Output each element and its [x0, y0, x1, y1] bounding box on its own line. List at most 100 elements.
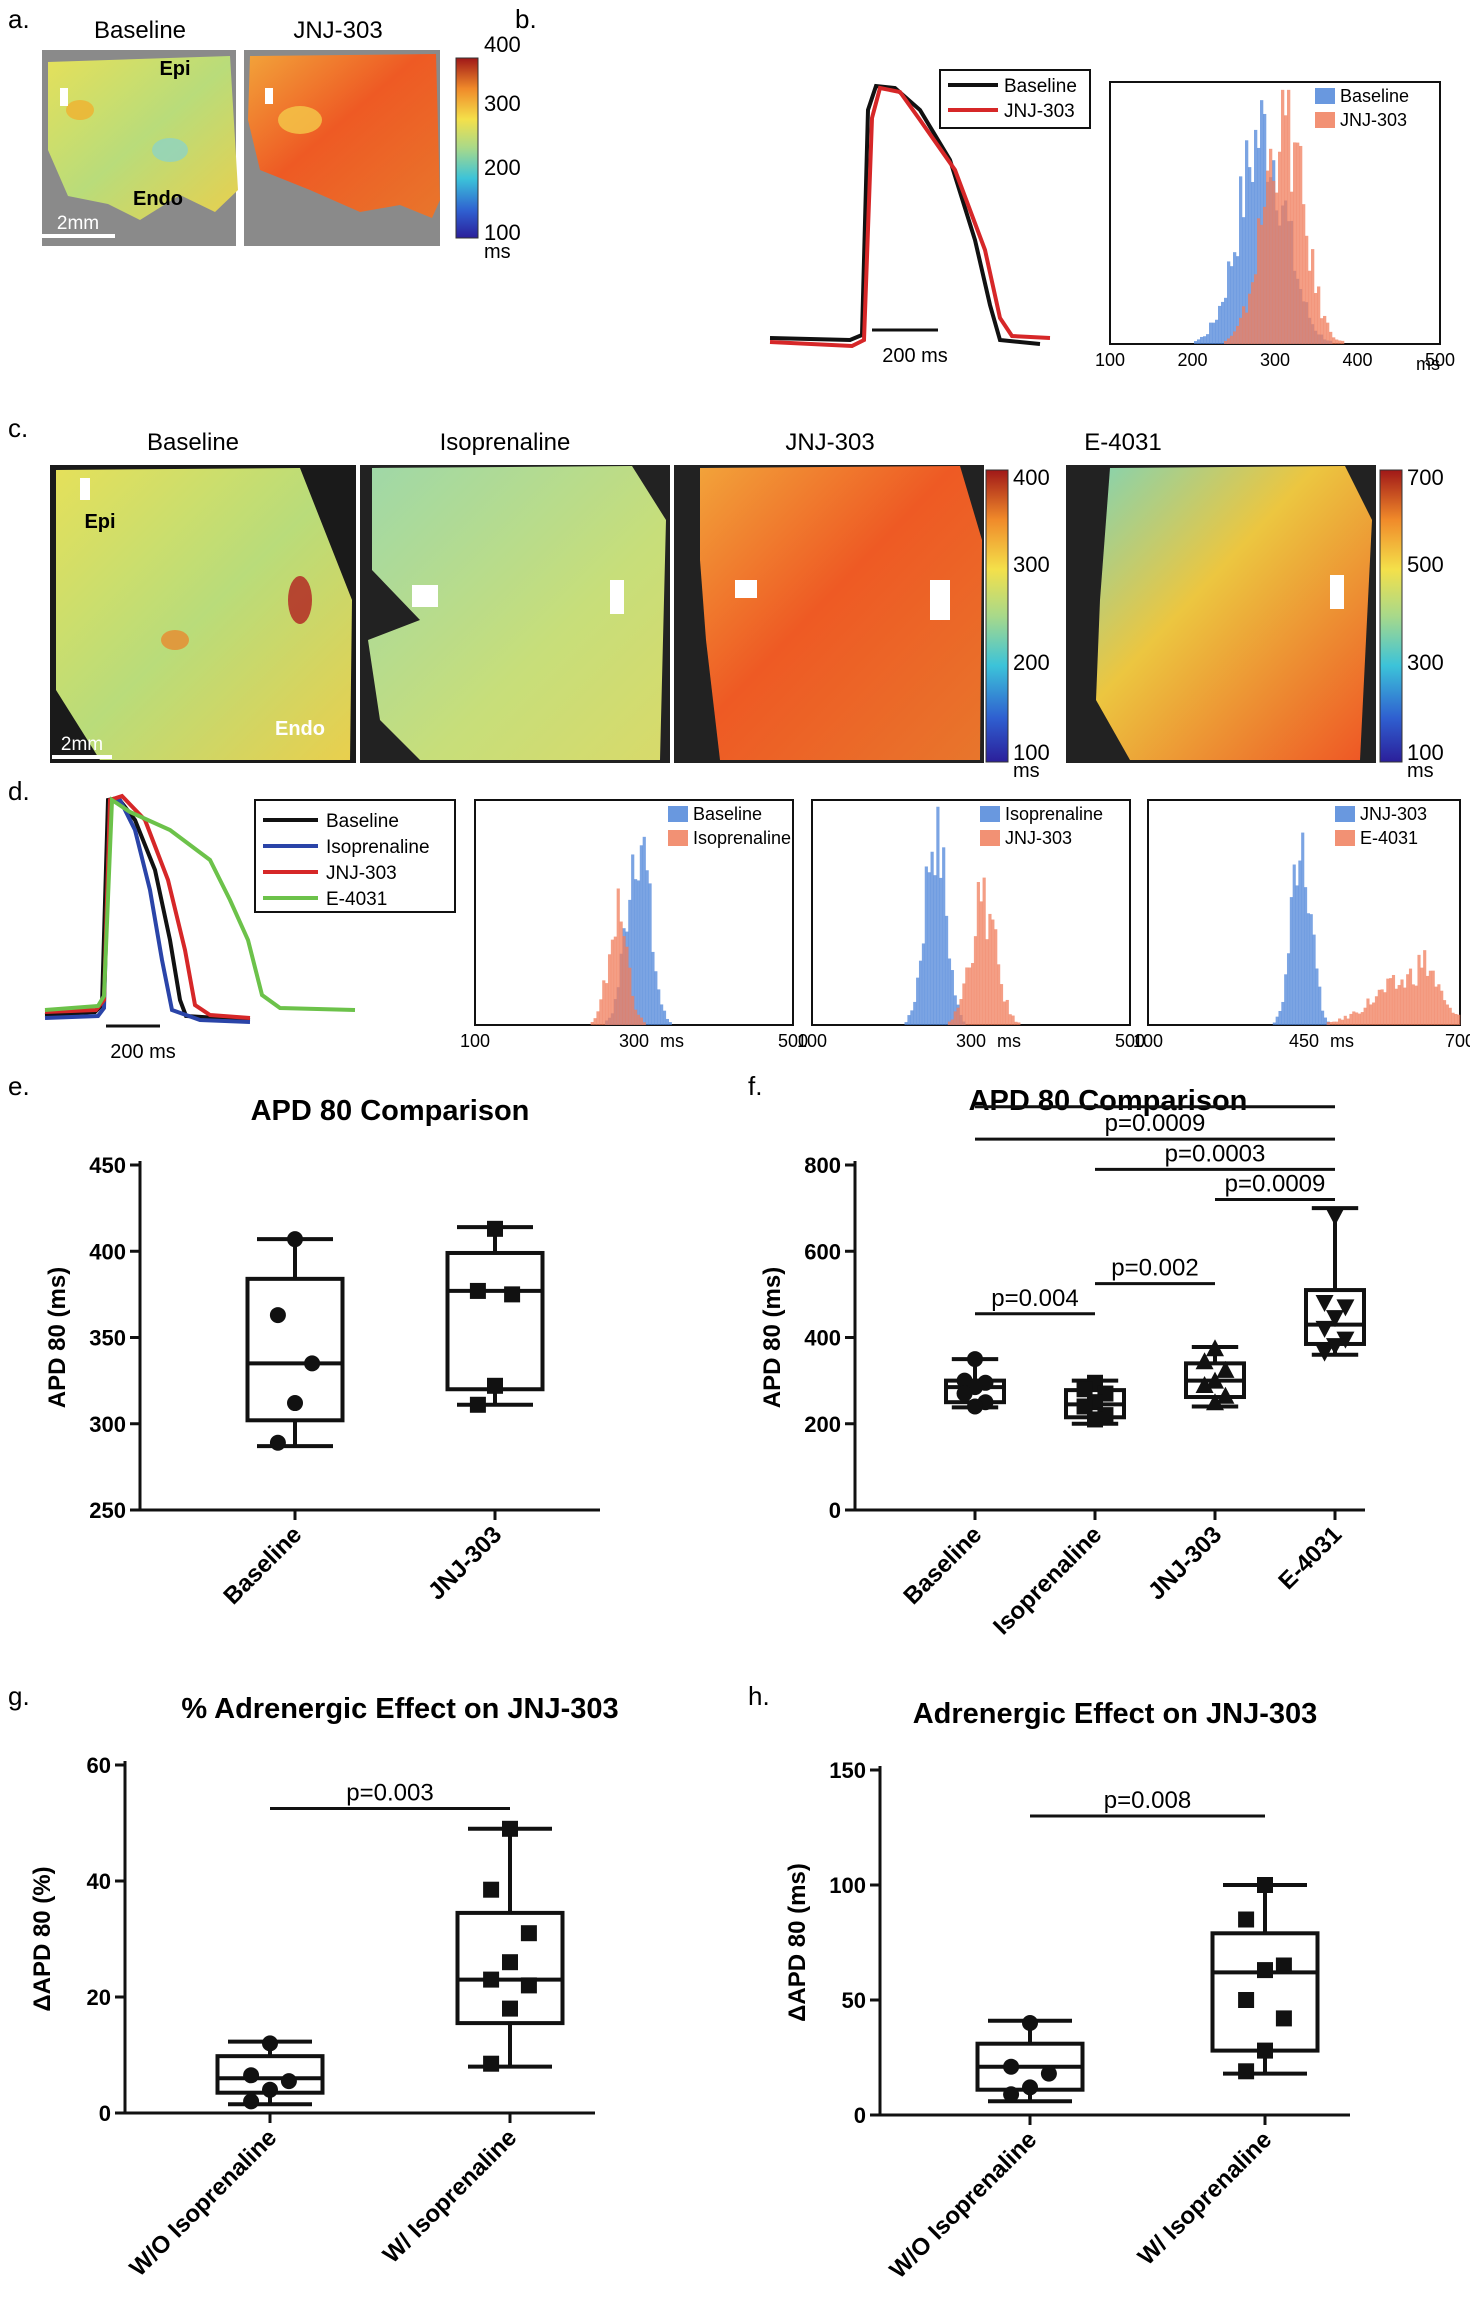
x-tick-label: E-4031	[1273, 1521, 1347, 1595]
x-tick-label: W/ Isoprenaline	[378, 2124, 523, 2269]
hist-bar	[1309, 914, 1313, 1025]
hist-bar	[1428, 970, 1432, 1025]
hist-bar	[1295, 885, 1299, 1025]
data-point	[304, 1355, 321, 1372]
hist-bar	[918, 960, 923, 1025]
hist-bar	[1289, 897, 1293, 1025]
hist-bar	[950, 970, 954, 1025]
y-tick-label: 20	[87, 1985, 111, 2010]
legend-entry: E-4031	[1360, 828, 1418, 848]
colorbar-tick: 400	[1013, 465, 1050, 490]
data-point	[243, 2067, 260, 2084]
hist-bar	[1227, 338, 1231, 344]
data-point	[1238, 1992, 1255, 2008]
legend-entry: JNJ-303	[1360, 804, 1427, 824]
hist-bar	[1197, 339, 1201, 344]
hist-bar	[1335, 1021, 1339, 1025]
hist-bar	[1360, 1012, 1364, 1025]
legend-entry: Baseline	[1004, 76, 1077, 97]
hist-bar	[657, 989, 661, 1025]
hist-bar	[1230, 266, 1234, 344]
hist-bar	[988, 913, 992, 1025]
panel-d-scale-label: 200 ms	[110, 1041, 176, 1063]
hist-bar	[947, 958, 952, 1025]
hist-bar	[1406, 974, 1410, 1025]
hist-bar	[1377, 989, 1381, 1025]
data-point	[1195, 1352, 1214, 1370]
hist-bar	[628, 899, 632, 1025]
y-tick-label: 200	[804, 1412, 841, 1437]
hist-bar	[1227, 261, 1231, 344]
panel-c-colorbar-2: 700 500 300 100 ms	[1379, 465, 1444, 782]
hist-bar	[1275, 192, 1279, 344]
hist-bar	[610, 939, 615, 1025]
hist-bar	[631, 995, 635, 1025]
hist-bar	[1437, 984, 1441, 1025]
hist-bar	[939, 877, 943, 1025]
hist-bar	[1302, 204, 1306, 344]
hist-bar	[1326, 322, 1330, 344]
hist-bar	[1233, 331, 1237, 344]
hist-bar	[1290, 191, 1294, 344]
data-point	[1326, 1208, 1344, 1226]
hist-bar	[1248, 293, 1252, 344]
hist-bar	[921, 943, 926, 1025]
hist-bar	[1442, 1000, 1447, 1025]
hist-bar	[965, 967, 969, 1025]
panel-a-scale-label: 2mm	[57, 213, 99, 234]
y-tick-label: 400	[89, 1239, 126, 1264]
hist-bar	[1278, 151, 1282, 344]
panel-c-scale-label: 2mm	[61, 734, 103, 755]
hist-bar	[1284, 974, 1288, 1025]
hist-bar	[971, 963, 975, 1025]
data-point	[1238, 1911, 1255, 1928]
hist-bar	[1287, 89, 1291, 344]
data-point	[1238, 2063, 1255, 2080]
box	[445, 1250, 545, 1392]
data-point	[1275, 1957, 1292, 1974]
colorbar-tick: 200	[484, 155, 521, 180]
x-tick-label: W/O Isoprenaline	[125, 2124, 283, 2282]
data-point	[504, 1286, 521, 1303]
data-point	[1315, 1320, 1334, 1338]
hist-bar	[1281, 1001, 1285, 1025]
hist-bar	[1233, 252, 1237, 344]
hist-bar	[1338, 1018, 1342, 1025]
hist-bar	[1301, 832, 1305, 1025]
hist-bar	[622, 936, 626, 1025]
y-tick-label: 0	[854, 2103, 866, 2128]
hist-bar	[1005, 999, 1009, 1025]
y-tick-label: 40	[87, 1869, 111, 1894]
hist-bar	[953, 1011, 957, 1025]
hist-bar	[1239, 317, 1243, 344]
legend-entry: Isoprenaline	[693, 828, 791, 848]
hist-bar	[1278, 1010, 1282, 1025]
hist-bar	[1254, 129, 1258, 344]
hist-bar	[1425, 975, 1430, 1025]
y-tick-label: 250	[89, 1498, 126, 1523]
legend-swatch	[980, 806, 1000, 822]
data-point	[287, 1395, 303, 1412]
panel-d-histogram-3: JNJ-303 E-4031 100 450 700 ms	[1133, 799, 1470, 1051]
hist-bar	[1400, 979, 1404, 1025]
hist-bar	[1305, 235, 1309, 344]
colorbar-tick: 100	[1013, 740, 1050, 765]
hist-bar	[625, 946, 629, 1025]
hist-bar	[1355, 1012, 1359, 1025]
panel-a-title-jnj: JNJ-303	[293, 17, 382, 44]
hist-bar	[1212, 322, 1216, 344]
hist-bar	[907, 1015, 911, 1025]
y-tick-label: 600	[804, 1239, 841, 1264]
hist-bar	[1251, 282, 1255, 344]
legend-swatch	[980, 830, 1000, 846]
p-value-label: p=0.003	[346, 1780, 433, 1807]
data-point	[1087, 1411, 1103, 1428]
panel-a-map-jnj	[244, 50, 440, 246]
hist-bar	[956, 1007, 960, 1025]
panel-a-endo-label: Endo	[133, 188, 183, 210]
hist-bar	[607, 954, 612, 1025]
hist-bar	[1320, 318, 1324, 344]
data-point	[967, 1398, 983, 1415]
hist-bar	[634, 879, 638, 1025]
data-point	[487, 1377, 503, 1394]
